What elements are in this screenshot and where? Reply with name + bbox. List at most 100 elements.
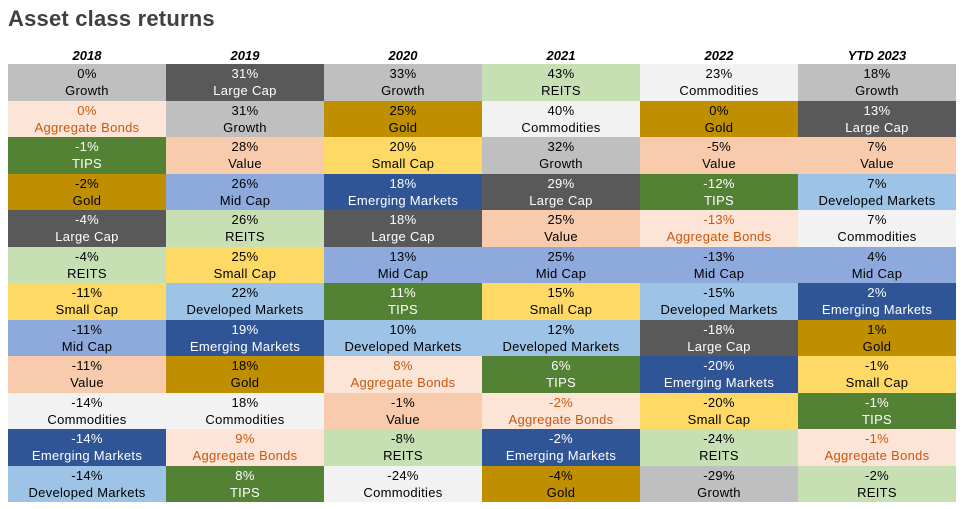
asset-class-label: Value — [860, 156, 894, 172]
return-value: 31% — [231, 102, 259, 118]
asset-class-label: Commodities — [679, 83, 759, 99]
return-value: -11% — [71, 285, 103, 301]
asset-class-label: REITS — [857, 484, 897, 500]
return-value: 20% — [389, 139, 417, 155]
asset-class-label: Commodities — [363, 484, 443, 500]
return-cell: 23% Commodities — [640, 64, 798, 101]
asset-class-label: REITS — [67, 265, 107, 281]
return-value: 18% — [389, 212, 417, 228]
return-value: 9% — [235, 431, 255, 447]
return-cell: 7% Commodities — [798, 210, 956, 247]
return-cell: -11% Small Cap — [8, 283, 166, 320]
column-header: YTD 2023 — [847, 48, 907, 63]
return-value: 7% — [867, 139, 887, 155]
asset-class-label: Gold — [72, 192, 102, 208]
asset-class-label: Aggregate Bonds — [34, 119, 140, 135]
asset-class-label: Small Cap — [845, 375, 909, 391]
return-cell: -2% Gold — [8, 173, 166, 210]
return-value: 23% — [705, 66, 733, 82]
return-value: 33% — [389, 66, 417, 82]
asset-class-label: Value — [70, 375, 104, 391]
return-cell: -1% Aggregate Bonds — [798, 429, 956, 466]
asset-class-label: REITS — [383, 448, 423, 464]
return-value: 1% — [867, 321, 887, 337]
asset-class-label: TIPS — [545, 375, 577, 391]
return-cell: 26% Mid Cap — [166, 173, 324, 210]
asset-class-label: Commodities — [521, 119, 601, 135]
asset-class-label: Gold — [388, 119, 418, 135]
return-value: 31% — [231, 66, 259, 82]
column-header: 2021 — [546, 48, 576, 63]
return-cell: 7% Developed Markets — [798, 173, 956, 210]
asset-class-label: Growth — [539, 156, 583, 172]
asset-class-label: Value — [702, 156, 736, 172]
return-value: 18% — [863, 66, 891, 82]
asset-class-label: Developed Markets — [818, 192, 936, 208]
asset-class-label: Value — [386, 411, 420, 427]
return-value: -1% — [864, 431, 890, 447]
return-cell: -2% REITS — [798, 465, 956, 502]
return-cell: 11% TIPS — [324, 283, 482, 320]
return-value: 13% — [863, 102, 891, 118]
return-cell: 32% Growth — [482, 137, 640, 174]
return-value: 29% — [547, 175, 575, 191]
return-cell: -2% Emerging Markets — [482, 429, 640, 466]
asset-class-label: Value — [228, 156, 262, 172]
return-value: 0% — [709, 102, 729, 118]
asset-class-label: Gold — [546, 484, 576, 500]
asset-class-label: Growth — [855, 83, 899, 99]
asset-class-label: Small Cap — [529, 302, 593, 318]
return-cell: -11% Mid Cap — [8, 319, 166, 356]
return-cell: 18% Gold — [166, 356, 324, 393]
return-value: 26% — [231, 175, 259, 191]
return-value: 7% — [867, 175, 887, 191]
return-cell: -15% Developed Markets — [640, 283, 798, 320]
return-value: -2% — [548, 394, 574, 410]
return-cell: 31% Growth — [166, 100, 324, 137]
return-cell: -4% Gold — [482, 465, 640, 502]
return-value: -2% — [864, 467, 890, 483]
return-value: 0% — [77, 66, 97, 82]
asset-class-label: Growth — [381, 83, 425, 99]
return-cell: 2% Emerging Markets — [798, 283, 956, 320]
return-cell: -14% Commodities — [8, 392, 166, 429]
asset-class-label: Large Cap — [55, 229, 119, 245]
return-cell: 8% TIPS — [166, 465, 324, 502]
return-cell: 7% Value — [798, 137, 956, 174]
asset-class-label: Large Cap — [687, 338, 751, 354]
asset-class-label: TIPS — [71, 156, 103, 172]
asset-class-label: Developed Markets — [186, 302, 304, 318]
return-cell: -18% Large Cap — [640, 319, 798, 356]
return-value: 6% — [551, 358, 571, 374]
asset-class-label: Emerging Markets — [189, 338, 301, 354]
asset-class-label: Gold — [230, 375, 260, 391]
return-cell: 25% Small Cap — [166, 246, 324, 283]
return-cell: -14% Emerging Markets — [8, 429, 166, 466]
return-cell: 6% TIPS — [482, 356, 640, 393]
asset-class-label: Small Cap — [371, 156, 435, 172]
asset-class-label: TIPS — [387, 302, 419, 318]
return-value: 8% — [393, 358, 413, 374]
asset-class-label: Emerging Markets — [505, 448, 617, 464]
return-value: -1% — [864, 358, 890, 374]
asset-class-label: Mid Cap — [535, 265, 587, 281]
asset-class-label: Small Cap — [213, 265, 277, 281]
return-value: -20% — [703, 394, 735, 410]
asset-class-label: TIPS — [703, 192, 735, 208]
asset-class-label: Emerging Markets — [31, 448, 143, 464]
return-cell: 8% Aggregate Bonds — [324, 356, 482, 393]
return-cell: -12% TIPS — [640, 173, 798, 210]
return-value: 25% — [547, 248, 575, 264]
asset-class-label: Growth — [223, 119, 267, 135]
return-value: -2% — [548, 431, 574, 447]
return-cell: 18% Commodities — [166, 392, 324, 429]
asset-class-label: Mid Cap — [219, 192, 271, 208]
asset-class-label: Commodities — [47, 411, 127, 427]
asset-class-label: REITS — [541, 83, 581, 99]
asset-class-label: Large Cap — [529, 192, 593, 208]
asset-class-label: Value — [544, 229, 578, 245]
return-cell: 22% Developed Markets — [166, 283, 324, 320]
asset-class-label: REITS — [225, 229, 265, 245]
return-cell: 0% Growth — [8, 64, 166, 101]
asset-class-label: REITS — [699, 448, 739, 464]
